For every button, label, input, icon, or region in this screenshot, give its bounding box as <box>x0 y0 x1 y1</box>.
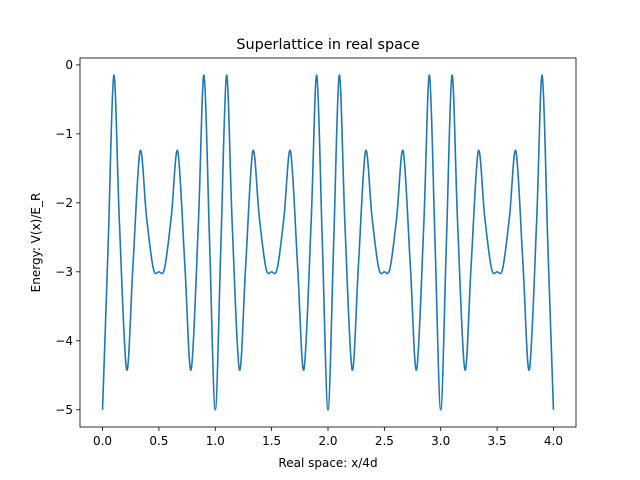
y-tick-label: −4 <box>55 334 73 348</box>
x-tick-label: 0.0 <box>93 434 112 448</box>
y-tick-label: −2 <box>55 196 73 210</box>
x-tick-label: 1.0 <box>206 434 225 448</box>
x-tick-label: 0.5 <box>149 434 168 448</box>
x-tick-label: 3.0 <box>431 434 450 448</box>
plot-area <box>80 58 576 427</box>
series-line-potential <box>101 74 555 411</box>
x-tick-label: 4.0 <box>544 434 563 448</box>
x-tick-label: 2.5 <box>375 434 394 448</box>
x-axis-ticks: 0.0 0.5 1.0 1.5 2.0 2.5 3.0 3.5 4.0 <box>93 427 563 448</box>
y-axis-ticks: 0 −1 −2 −3 −4 −5 <box>55 58 80 417</box>
x-tick-label: 1.5 <box>262 434 281 448</box>
chart-title: Superlattice in real space <box>236 37 420 53</box>
x-tick-label: 3.5 <box>488 434 507 448</box>
y-tick-label: 0 <box>65 58 73 72</box>
y-tick-label: −1 <box>55 127 73 141</box>
x-axis-label: Real space: x/4d <box>278 456 377 470</box>
y-axis-label: Energy: V(x)/E_R <box>29 193 43 293</box>
y-tick-label: −3 <box>55 265 73 279</box>
y-tick-label: −5 <box>55 403 73 417</box>
x-tick-label: 2.0 <box>318 434 337 448</box>
